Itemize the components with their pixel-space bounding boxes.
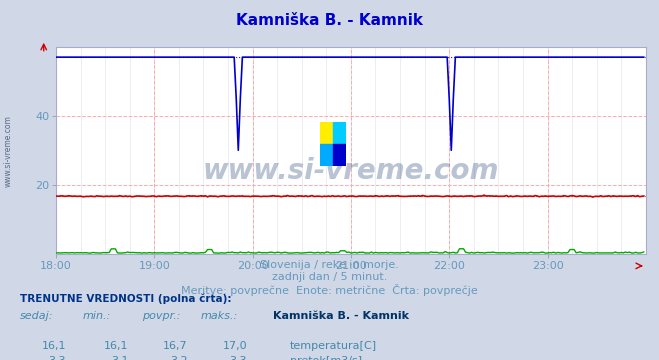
Text: temperatura[C]: temperatura[C] bbox=[290, 341, 377, 351]
Text: sedaj:: sedaj: bbox=[20, 311, 53, 321]
Bar bbox=[320, 144, 333, 166]
Text: 16,7: 16,7 bbox=[163, 341, 188, 351]
Text: www.si-vreme.com: www.si-vreme.com bbox=[4, 115, 13, 187]
Text: Meritve: povprečne  Enote: metrične  Črta: povprečje: Meritve: povprečne Enote: metrične Črta:… bbox=[181, 284, 478, 296]
Bar bbox=[333, 122, 346, 144]
Bar bbox=[320, 122, 333, 144]
Text: Kamniška B. - Kamnik: Kamniška B. - Kamnik bbox=[236, 13, 423, 28]
Text: min.:: min.: bbox=[82, 311, 111, 321]
Text: pretok[m3/s]: pretok[m3/s] bbox=[290, 356, 362, 360]
Text: 3,2: 3,2 bbox=[170, 356, 188, 360]
Text: 3,1: 3,1 bbox=[111, 356, 129, 360]
Text: povpr.:: povpr.: bbox=[142, 311, 180, 321]
Text: 16,1: 16,1 bbox=[42, 341, 66, 351]
Text: 3,3: 3,3 bbox=[229, 356, 247, 360]
Bar bbox=[333, 144, 346, 166]
Text: Kamniška B. - Kamnik: Kamniška B. - Kamnik bbox=[273, 311, 409, 321]
Text: zadnji dan / 5 minut.: zadnji dan / 5 minut. bbox=[272, 272, 387, 282]
Text: 16,1: 16,1 bbox=[104, 341, 129, 351]
Text: www.si-vreme.com: www.si-vreme.com bbox=[203, 157, 499, 185]
Text: 3,3: 3,3 bbox=[48, 356, 66, 360]
Text: TRENUTNE VREDNOSTI (polna črta):: TRENUTNE VREDNOSTI (polna črta): bbox=[20, 293, 231, 304]
Text: maks.:: maks.: bbox=[201, 311, 239, 321]
Text: 17,0: 17,0 bbox=[223, 341, 247, 351]
Text: Slovenija / reke in morje.: Slovenija / reke in morje. bbox=[260, 260, 399, 270]
